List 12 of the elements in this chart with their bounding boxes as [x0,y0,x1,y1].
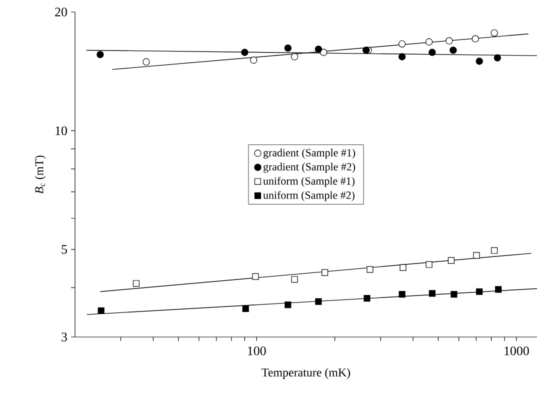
y-tick-label: 5 [62,245,67,254]
y-axis-title: B$_{c}$ (mT) [34,156,46,194]
y-tick-label: 3 [62,332,67,342]
y-tick-label: 20 [55,8,67,16]
legend-label: gradient (Sample #1) [264,148,356,159]
y-tick-label: 10 [56,126,67,136]
x-axis-title: Temperature (mK) [262,368,350,379]
legend-label: uniform (Sample #1) [263,176,354,187]
x-tick-label: 100 [248,346,266,356]
x-tick-label: 1000 [504,346,529,356]
legend-label: gradient (Sample #2) [264,162,356,173]
legend-label: uniform (Sample #2) [263,191,354,202]
